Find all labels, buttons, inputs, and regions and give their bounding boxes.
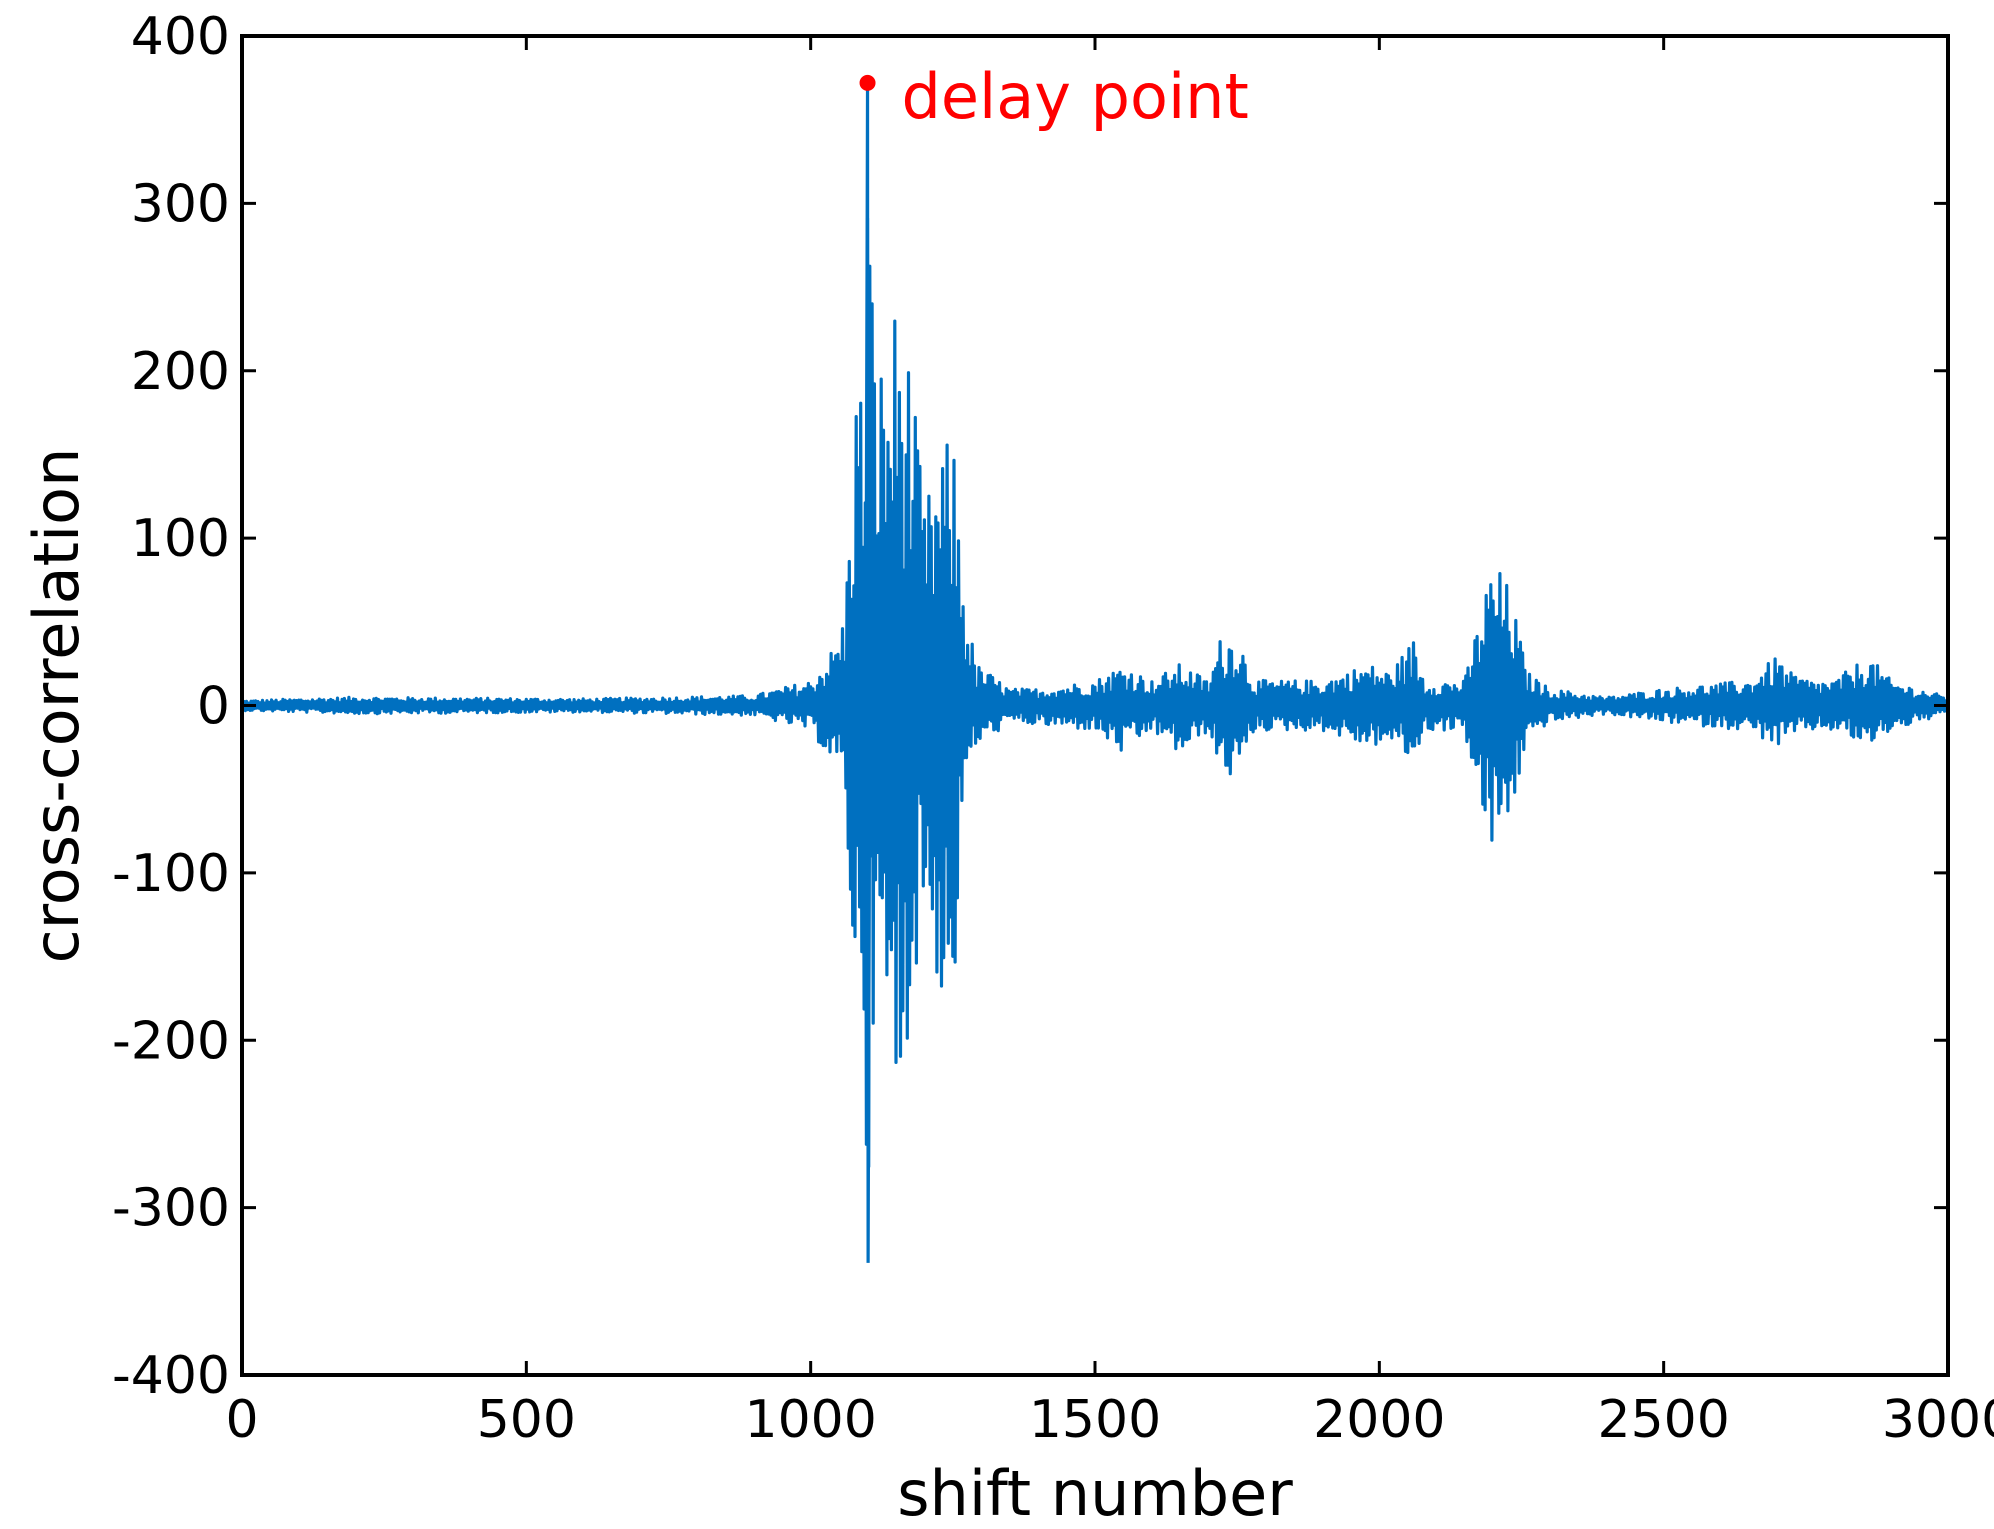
- y-tick-label: -300: [112, 1179, 230, 1239]
- x-tick-label: 1500: [1029, 1390, 1161, 1450]
- series-line-0: [240, 216, 1950, 1169]
- x-tick-label: 2500: [1597, 1390, 1729, 1450]
- y-axis-label: cross-correlation: [20, 448, 93, 964]
- y-tick-label: 200: [131, 342, 230, 402]
- annotations-group: delay point: [859, 60, 1249, 133]
- series-peak-spike: [864, 82, 872, 1263]
- x-tick-label: 1000: [744, 1390, 876, 1450]
- y-tick-label: -200: [112, 1011, 230, 1071]
- y-tick-label: -400: [112, 1346, 230, 1406]
- plot-series-group: [240, 82, 1950, 1263]
- x-tick-label: 0: [225, 1390, 258, 1450]
- y-tick-label: 400: [131, 7, 230, 67]
- x-tick-label: 3000: [1882, 1390, 1994, 1450]
- y-tick-label: -100: [112, 844, 230, 904]
- x-tick-label: 500: [477, 1390, 576, 1450]
- y-tick-label: 0: [197, 677, 230, 737]
- annotation-marker: [859, 74, 876, 91]
- x-tick-label: 2000: [1313, 1390, 1445, 1450]
- y-axis-ticks: 400 300 200 100 0 -100 -200 -300 -400: [112, 7, 1948, 1406]
- x-axis-ticks: 0 500 1000 1500 2000 2500 3000: [225, 36, 1994, 1450]
- x-axis-label: shift number: [897, 1457, 1293, 1529]
- y-tick-label: 100: [131, 509, 230, 569]
- y-tick-label: 300: [131, 174, 230, 234]
- annotation-label: delay point: [902, 60, 1249, 133]
